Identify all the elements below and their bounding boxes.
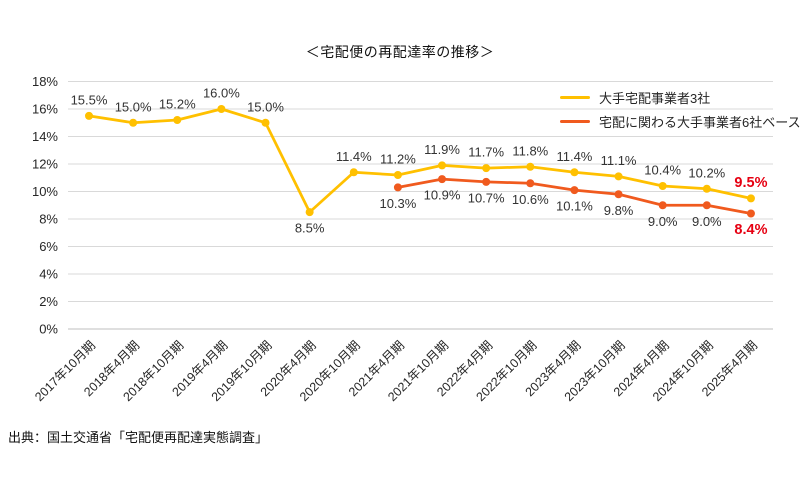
svg-text:14%: 14% [32,129,58,144]
series-2-data-labels: 10.3% 10.9% 10.7% 10.6% 10.1% 9.8% 9.0% 9.0% 8.4… [379,188,767,238]
svg-text:8%: 8% [39,212,58,227]
svg-text:0%: 0% [39,322,58,337]
legend-label-series2: 宅配に関わる大手事業者6社ベース [599,114,800,130]
svg-text:8.5%: 8.5% [295,221,325,236]
svg-text:10.4%: 10.4% [644,163,681,178]
series2-line-swatch-icon [560,119,590,123]
chart-legend: 大手宅配事業者3社 宅配に関わる大手事業者6社ベース [560,85,800,133]
svg-text:10.6%: 10.6% [512,192,549,207]
series1-line-swatch-icon [560,95,590,99]
svg-text:10.7%: 10.7% [468,190,505,205]
svg-text:11.2%: 11.2% [380,152,416,167]
svg-text:10.2%: 10.2% [688,165,725,180]
series-1-line [87,107,753,214]
svg-text:6%: 6% [39,239,58,254]
svg-text:9.0%: 9.0% [692,214,722,229]
legend-label-series1: 大手宅配事業者3社 [599,90,711,106]
svg-text:15.0%: 15.0% [247,99,284,114]
series-2-markers [393,175,755,218]
svg-text:16%: 16% [32,102,58,117]
svg-text:11.9%: 11.9% [424,142,460,157]
svg-text:11.4%: 11.4% [336,149,372,164]
legend-item-series2: 宅配に関わる大手事業者6社ベース [560,109,800,133]
series-1-markers [85,105,755,217]
svg-text:10.9%: 10.9% [424,188,461,203]
svg-text:12%: 12% [32,157,58,172]
svg-text:11.7%: 11.7% [468,145,504,160]
chart-title: ＜宅配便の再配達率の推移＞ [305,44,495,60]
series-1-data-labels: 15.5% 15.0% 15.2% 16.0% 15.0% 8.5% 11.4% 11.2% 1… [71,86,768,236]
svg-text:9.8%: 9.8% [604,203,634,218]
svg-text:10.1%: 10.1% [556,199,593,214]
svg-text:18%: 18% [32,74,58,89]
svg-text:8.4%: 8.4% [734,222,767,238]
x-axis-tick-labels: 2017年10月期2018年4月期2018年10月期2019年4月期2019年1… [32,338,760,404]
svg-text:9.0%: 9.0% [648,214,678,229]
svg-text:4%: 4% [39,267,58,282]
svg-text:16.0%: 16.0% [203,86,240,101]
svg-text:15.0%: 15.0% [115,99,152,114]
svg-text:11.4%: 11.4% [556,149,592,164]
svg-text:2%: 2% [39,294,58,309]
svg-text:10%: 10% [32,184,58,199]
svg-text:11.1%: 11.1% [601,153,637,168]
source-note: 出典：国土交通省「宅配便再配達実態調査」 [8,430,269,445]
y-axis-tick-labels: 0% 2% 4% 6% 8% 10% 12% 14% 16% 18% [32,74,58,337]
legend-item-series1: 大手宅配事業者3社 [560,85,800,109]
svg-text:10.3%: 10.3% [379,196,416,211]
gridlines [68,81,773,330]
svg-text:11.8%: 11.8% [512,143,548,158]
svg-text:15.2%: 15.2% [159,97,196,112]
svg-text:15.5%: 15.5% [71,92,108,107]
svg-text:9.5%: 9.5% [734,175,767,191]
